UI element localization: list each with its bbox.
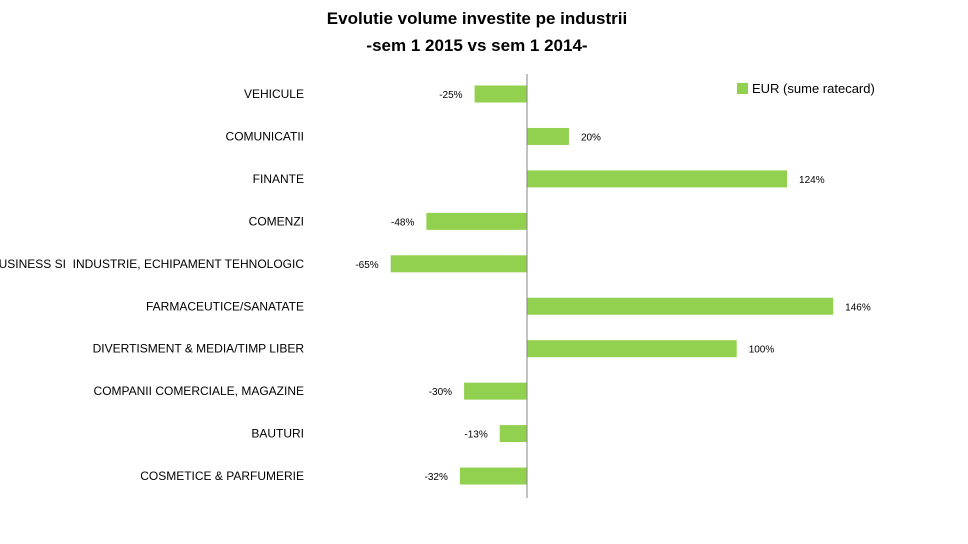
legend-label: EUR (sume ratecard)	[752, 81, 875, 96]
chart-subtitle: -sem 1 2015 vs sem 1 2014-	[366, 36, 587, 55]
data-label: -13%	[464, 430, 487, 441]
bar	[474, 85, 527, 103]
bar	[527, 170, 788, 188]
bar	[426, 212, 527, 230]
data-label: -32%	[425, 472, 448, 483]
data-label: -48%	[391, 217, 414, 228]
data-label: -30%	[429, 387, 452, 398]
data-label: -65%	[355, 260, 378, 271]
data-label: -25%	[439, 90, 462, 101]
bar	[527, 127, 569, 145]
category-label: COMENZI	[249, 214, 304, 228]
bar	[390, 255, 527, 273]
data-label: 124%	[799, 175, 825, 186]
category-label: FINANTE	[253, 172, 304, 186]
data-label: 20%	[581, 132, 601, 143]
bar	[459, 467, 527, 485]
category-label: FARMACEUTICE/SANATATE	[146, 299, 304, 313]
category-label: BAUTURI	[251, 427, 304, 441]
category-label: COSMETICE & PARFUMERIE	[140, 469, 304, 483]
category-label: BUSINESS SI INDUSTRIE, ECHIPAMENT TEHNOL…	[0, 257, 304, 271]
category-label: VEHICULE	[244, 87, 304, 101]
legend-swatch	[737, 83, 748, 94]
bar	[464, 382, 527, 400]
bar	[499, 425, 527, 443]
category-label: DIVERTISMENT & MEDIA/TIMP LIBER	[93, 342, 305, 356]
bar	[527, 297, 834, 315]
chart-title: Evolutie volume investite pe industrii	[327, 9, 627, 28]
bar	[527, 340, 737, 358]
data-label: 146%	[845, 302, 871, 313]
data-label: 100%	[749, 345, 775, 356]
category-label: COMPANII COMERCIALE, MAGAZINE	[94, 384, 304, 398]
legend: EUR (sume ratecard)	[737, 81, 875, 96]
category-label: COMUNICATII	[226, 129, 304, 143]
